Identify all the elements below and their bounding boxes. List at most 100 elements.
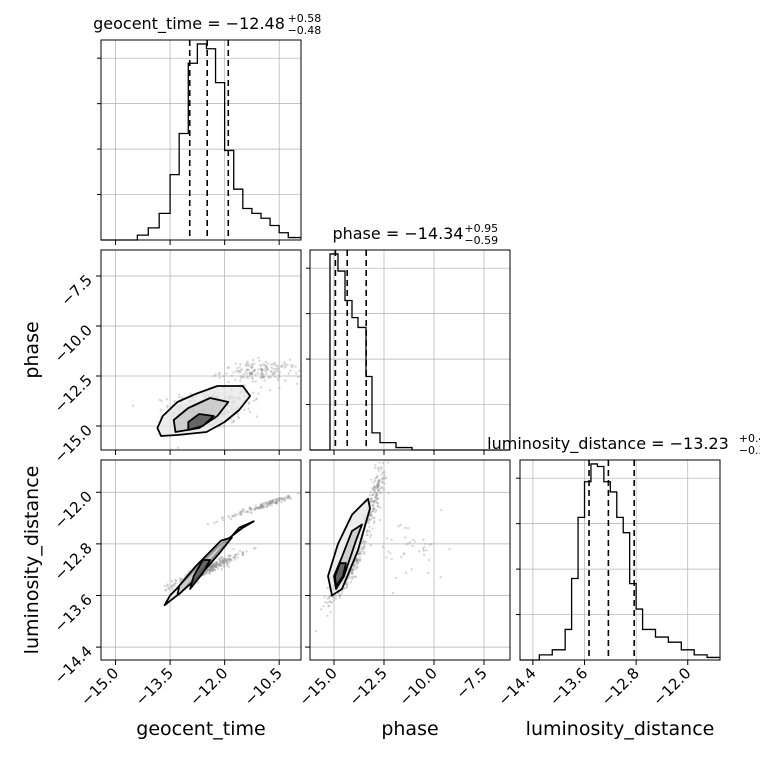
sample-point <box>220 568 223 571</box>
sample-point <box>247 402 251 405</box>
sample-point <box>241 508 245 511</box>
sample-point <box>338 594 342 598</box>
sample-point <box>351 572 354 576</box>
sample-point <box>375 492 378 496</box>
sample-point <box>375 484 379 488</box>
sample-point <box>255 397 259 400</box>
sample-point <box>254 504 257 507</box>
sample-point <box>375 497 378 500</box>
sample-point <box>230 421 234 424</box>
sample-point <box>209 569 212 573</box>
sample-point <box>270 501 274 504</box>
sample-point <box>274 498 278 501</box>
sample-point <box>369 490 372 494</box>
sample-point <box>228 560 232 563</box>
sample-point <box>272 373 275 376</box>
sample-point <box>222 562 226 565</box>
sample-point <box>247 364 251 367</box>
sample-point <box>373 488 376 492</box>
sample-point <box>390 538 393 541</box>
sample-point <box>366 529 369 532</box>
sample-point <box>250 376 253 379</box>
sample-point <box>158 398 161 401</box>
sample-point <box>248 372 252 376</box>
sample-point <box>250 363 254 366</box>
sample-point <box>215 563 219 566</box>
sample-point <box>232 371 235 374</box>
sample-point <box>213 568 217 572</box>
sample-point <box>226 557 229 560</box>
sample-point <box>268 501 271 505</box>
sample-point <box>213 564 216 567</box>
sample-point <box>275 502 278 505</box>
sample-point <box>232 420 236 423</box>
sample-point <box>212 564 215 567</box>
sample-point <box>232 419 235 423</box>
sample-point <box>212 565 216 569</box>
sample-point <box>294 365 297 368</box>
sample-point <box>376 484 379 487</box>
sample-point <box>256 372 260 375</box>
sample-point <box>373 486 376 490</box>
sample-point <box>278 371 282 374</box>
sample-point <box>346 583 349 587</box>
sample-point <box>355 562 358 566</box>
sample-point <box>276 364 280 368</box>
sample-point <box>208 570 212 573</box>
sample-point <box>375 493 379 496</box>
sample-point <box>270 366 273 369</box>
sample-point <box>226 559 229 563</box>
sample-point <box>326 601 329 605</box>
sample-point <box>286 363 289 366</box>
sample-point <box>383 482 386 485</box>
sample-point <box>372 507 376 510</box>
sample-point <box>272 501 276 505</box>
sample-point <box>448 548 451 551</box>
sample-point <box>291 364 295 367</box>
sample-point <box>382 488 386 491</box>
sample-point <box>238 366 241 369</box>
sample-point <box>422 538 425 541</box>
sample-point <box>314 629 318 633</box>
sample-point <box>277 499 281 502</box>
sample-point <box>361 547 364 551</box>
sample-point <box>378 487 382 491</box>
sample-point <box>405 543 408 546</box>
sample-point <box>378 478 382 482</box>
sample-point <box>246 510 249 514</box>
sample-point <box>177 446 180 449</box>
sample-point <box>371 499 375 503</box>
sample-point <box>375 475 379 479</box>
sample-point <box>363 546 366 550</box>
sample-point <box>276 497 279 501</box>
sample-point <box>340 592 344 595</box>
sample-point <box>214 560 218 564</box>
sample-point <box>245 368 249 371</box>
sample-point <box>260 376 263 379</box>
sample-point <box>269 375 272 379</box>
sample-point <box>266 505 269 509</box>
sample-point <box>174 579 178 583</box>
sample-point <box>376 483 379 486</box>
sample-point <box>225 561 229 565</box>
sample-point <box>238 511 241 514</box>
sample-point <box>228 516 231 519</box>
sample-point <box>284 364 288 368</box>
sample-point <box>211 565 214 568</box>
sample-point <box>355 558 358 561</box>
sample-point <box>358 550 361 554</box>
sample-point <box>260 367 263 371</box>
sample-point <box>249 508 253 511</box>
sample-point <box>221 556 225 560</box>
sample-point <box>356 561 359 564</box>
sample-point <box>380 481 384 484</box>
sample-point <box>237 416 241 420</box>
sample-point <box>411 544 414 548</box>
y-axis-label-phase: phase <box>21 321 43 378</box>
sample-point <box>249 371 252 375</box>
sample-point <box>257 507 261 510</box>
sample-point <box>227 380 230 384</box>
sample-point <box>213 374 216 378</box>
sample-point <box>271 498 275 502</box>
